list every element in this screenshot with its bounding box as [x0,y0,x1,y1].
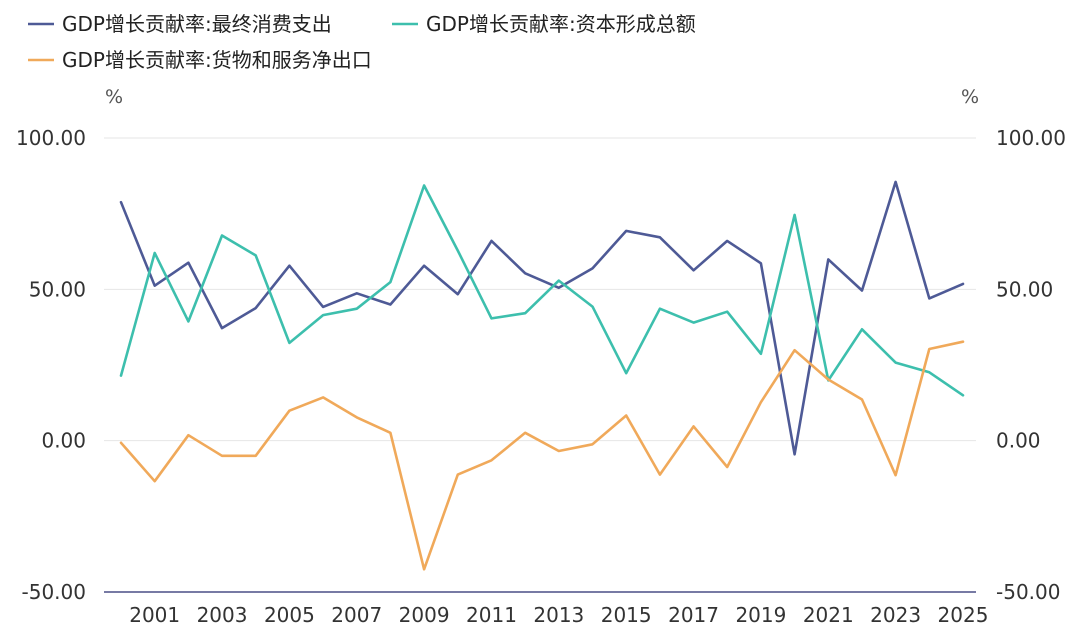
series-line-2 [119,184,965,397]
x-tick-label: 2017 [668,603,719,627]
y-tick-label-right: 100.00 [996,126,1066,150]
y-tick-label-right: 50.00 [996,277,1053,301]
series-lines [119,180,965,571]
y-tick-label-left: 100.00 [16,126,86,150]
gridlines [104,137,976,442]
y-tick-label-right: -50.00 [996,580,1060,604]
legend-item-3[interactable]: GDP增长贡献率:货物和服务净出口 [28,48,372,72]
y-axis-left: 100.00 50.00 0.00 -50.00 [16,126,86,604]
series-line-1 [119,180,965,456]
x-tick-label: 2023 [870,603,921,627]
y-tick-label-left: -50.00 [22,580,86,604]
y-tick-label-left: 0.00 [41,429,86,453]
y-axis-right: 100.00 50.00 0.00 -50.00 [996,126,1066,604]
y-unit-right: % [961,86,979,108]
series-line-3 [119,340,965,571]
x-tick-label: 2005 [264,603,315,627]
x-tick-label: 2013 [533,603,584,627]
x-tick-label: 2001 [129,603,180,627]
legend-label: GDP增长贡献率:货物和服务净出口 [62,48,372,72]
legend-label: GDP增长贡献率:最终消费支出 [62,12,332,36]
x-tick-label: 2011 [466,603,517,627]
legend: GDP增长贡献率:最终消费支出 GDP增长贡献率:资本形成总额 GDP增长贡献率:货… [28,12,696,72]
x-tick-label: 2015 [601,603,652,627]
x-tick-label: 2025 [938,603,989,627]
y-tick-label-left: 50.00 [29,277,86,301]
x-tick-label: 2009 [399,603,450,627]
x-tick-label: 2019 [735,603,786,627]
legend-item-1[interactable]: GDP增长贡献率:最终消费支出 [28,12,332,36]
x-tick-label: 2003 [197,603,248,627]
x-axis: 2001 2003 2005 2007 2009 2011 2013 2015 2017 2019… [129,603,988,627]
legend-label: GDP增长贡献率:资本形成总额 [426,12,696,36]
legend-item-2[interactable]: GDP增长贡献率:资本形成总额 [392,12,696,36]
y-tick-label-right: 0.00 [996,429,1041,453]
y-unit-left: % [105,86,123,108]
x-tick-label: 2021 [803,603,854,627]
x-tick-label: 2007 [331,603,382,627]
